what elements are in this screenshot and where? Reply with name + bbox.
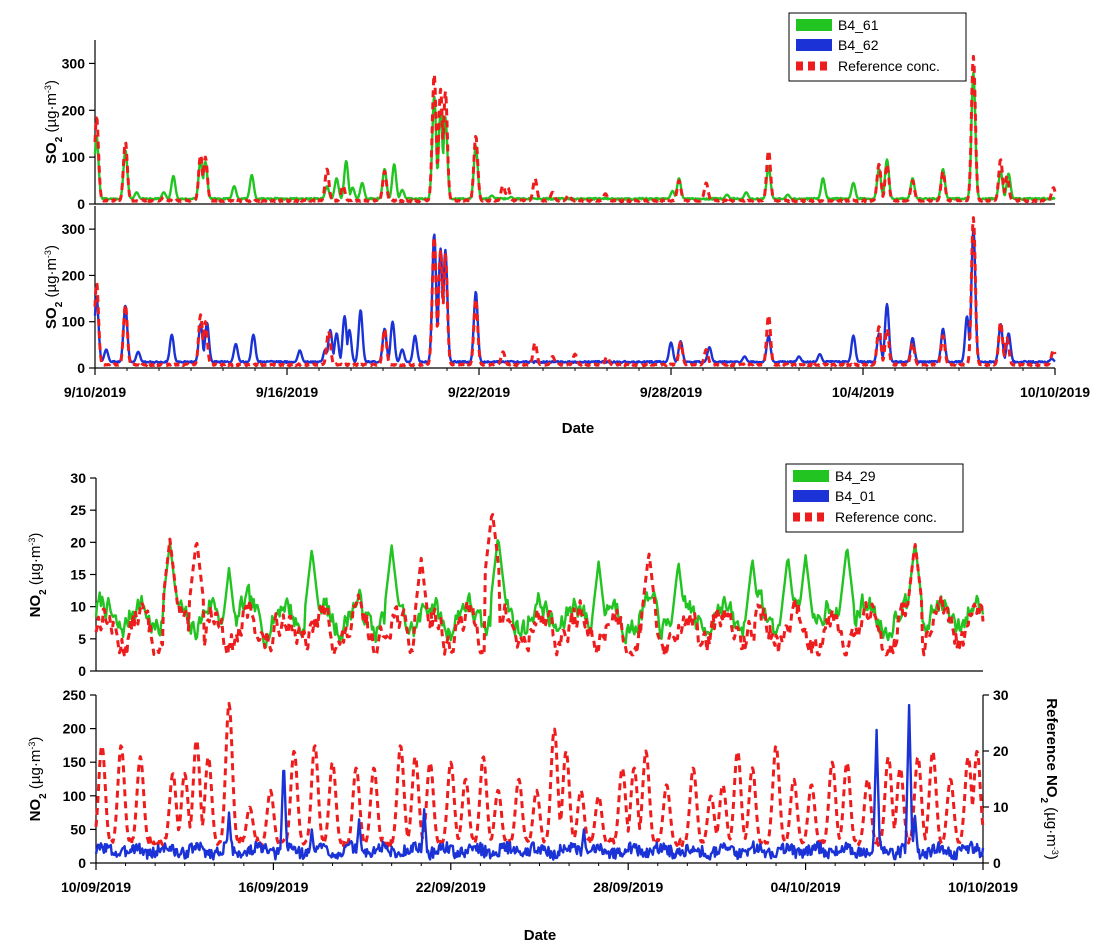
x-tick-label: 9/22/2019	[448, 384, 510, 400]
series-line-b4-01	[94, 703, 985, 861]
legend-label-reference: Reference conc.	[838, 58, 940, 74]
y-tick-label: 300	[62, 221, 86, 237]
y-tick-label: 15	[70, 567, 86, 583]
y-tick-label: 10	[993, 799, 1009, 815]
so2-bottom-y-label: SO2 (µg·m-3)	[43, 245, 65, 329]
y-tick-label: 200	[62, 267, 86, 283]
x-tick-label: 10/09/2019	[61, 879, 131, 895]
series-line-b4-29	[94, 539, 985, 649]
y-tick-label: 10	[70, 599, 86, 615]
so2-bottom-panel: SO2 (µg·m-3) 0 100 200 300 9/10/2019 9/16/20…	[43, 206, 1090, 437]
so2-top-panel: SO2 (µg·m-3) 0 100 200 300 B4_61 B4_62 Refe…	[43, 12, 1057, 212]
legend-swatch-b4-61	[796, 19, 832, 31]
y-tick-label: 250	[63, 687, 87, 703]
y-tick-label: 300	[62, 55, 86, 71]
legend-swatch-b4-01	[793, 490, 829, 502]
y-tick-label: 0	[77, 360, 85, 376]
no2-top-y-label: NO2 (µg·m-3)	[27, 533, 49, 618]
y-tick-label: 0	[77, 196, 85, 212]
x-tick-label: 9/10/2019	[64, 384, 126, 400]
y-tick-label: 20	[993, 743, 1009, 759]
x-tick-label: 9/28/2019	[640, 384, 702, 400]
y-tick-label: 200	[62, 102, 86, 118]
legend-label-b4-29: B4_29	[835, 468, 876, 484]
x-tick-label: 22/09/2019	[416, 879, 486, 895]
y-tick-label: 5	[78, 631, 86, 647]
x-tick-label: 9/16/2019	[256, 384, 318, 400]
so2-top-legend: B4_61 B4_62 Reference conc.	[788, 12, 967, 82]
y-tick-label: 150	[63, 754, 87, 770]
y-tick-label: 25	[70, 502, 86, 518]
so2-top-y-label: SO2 (µg·m-3)	[43, 80, 65, 164]
legend-swatch-b4-62	[796, 39, 832, 51]
series-line-reference	[94, 513, 985, 657]
legend-label-b4-01: B4_01	[835, 488, 876, 504]
y-tick-label: 0	[993, 855, 1001, 871]
legend-label-b4-61: B4_61	[838, 17, 879, 33]
no2-bottom-y-label: NO2 (µg·m-3)	[27, 737, 49, 822]
no2-top-panel: NO2 (µg·m-3) 0 5 10 15 20 25 30 B4_29 B4_01 Re…	[27, 463, 985, 679]
legend-label-reference-no2: Reference conc.	[835, 509, 937, 525]
series-line-reference	[93, 216, 1057, 368]
x-tick-label: 16/09/2019	[238, 879, 308, 895]
y-tick-label: 200	[63, 721, 87, 737]
y-tick-label: 0	[78, 663, 86, 679]
y-tick-label: 100	[62, 149, 86, 165]
no2-bottom-right-y-label: Reference NO2 (µg·m-3)	[1039, 698, 1061, 859]
y-tick-label: 20	[70, 534, 86, 550]
x-tick-label: 10/10/2019	[948, 879, 1018, 895]
x-tick-label: 04/10/2019	[771, 879, 841, 895]
x-tick-label: 10/4/2019	[832, 384, 894, 400]
series-line-reference	[93, 54, 1057, 204]
y-tick-label: 50	[70, 821, 86, 837]
legend-swatch-b4-29	[793, 470, 829, 482]
x-tick-label: 28/09/2019	[593, 879, 663, 895]
no2-bottom-panel: NO2 (µg·m-3) Reference NO2 (µg·m-3) 0 50 1…	[27, 687, 1060, 944]
y-tick-label: 0	[78, 855, 86, 871]
so2-x-label: Date	[562, 420, 595, 437]
x-tick-label: 10/10/2019	[1020, 384, 1090, 400]
series-line-reference	[94, 701, 985, 848]
y-tick-label: 30	[993, 687, 1009, 703]
legend-label-b4-62: B4_62	[838, 37, 879, 53]
no2-x-label: Date	[524, 927, 557, 944]
no2-top-legend: B4_29 B4_01 Reference conc.	[785, 463, 964, 533]
y-tick-label: 100	[62, 314, 86, 330]
y-tick-label: 100	[63, 788, 87, 804]
series-line-b4-62	[93, 227, 1056, 365]
y-tick-label: 30	[70, 470, 86, 486]
